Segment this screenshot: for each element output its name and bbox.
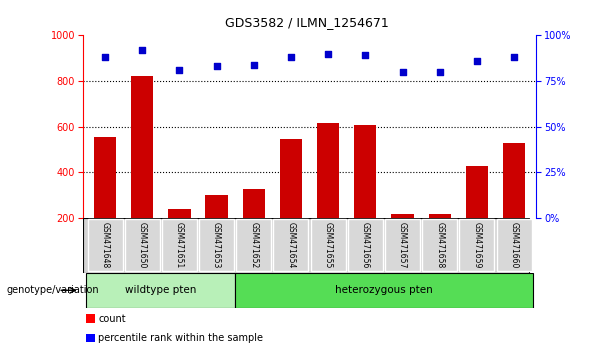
FancyBboxPatch shape [199,219,234,272]
Point [100,55,110,60]
FancyBboxPatch shape [88,219,123,272]
Text: count: count [98,314,126,324]
Bar [391,214,414,218]
Bar [169,209,191,218]
Bar [243,189,265,218]
Text: GSM471657: GSM471657 [398,222,407,268]
Bar [235,273,533,308]
Text: GSM471648: GSM471648 [101,222,110,268]
Bar [205,195,228,218]
Text: GSM471655: GSM471655 [324,222,333,268]
FancyBboxPatch shape [125,219,160,272]
FancyBboxPatch shape [162,219,197,272]
FancyBboxPatch shape [497,219,531,272]
Bar [503,143,525,218]
Point [509,55,519,60]
Bar [317,123,340,218]
Bar [94,137,116,218]
Text: GDS3582 / ILMN_1254671: GDS3582 / ILMN_1254671 [224,16,389,29]
Text: GSM471650: GSM471650 [138,222,147,268]
FancyBboxPatch shape [311,219,346,272]
Bar [86,334,95,342]
Text: GSM471653: GSM471653 [212,222,221,268]
Bar [428,214,451,218]
Point [286,55,296,60]
Point [435,69,444,75]
Bar [86,314,95,323]
Text: GSM471651: GSM471651 [175,222,184,268]
Point [249,62,259,67]
Text: heterozygous pten: heterozygous pten [335,285,433,295]
Point [137,47,147,53]
Point [360,53,370,58]
Text: percentile rank within the sample: percentile rank within the sample [98,333,263,343]
FancyBboxPatch shape [422,219,457,272]
FancyBboxPatch shape [237,219,272,272]
FancyBboxPatch shape [385,219,420,272]
Text: wildtype pten: wildtype pten [125,285,197,295]
Point [211,64,221,69]
Bar [131,76,153,218]
Bar [354,125,376,218]
FancyBboxPatch shape [459,219,494,272]
Text: GSM471652: GSM471652 [249,222,258,268]
Bar [280,139,302,218]
Text: GSM471656: GSM471656 [361,222,370,268]
Text: GSM471654: GSM471654 [286,222,295,268]
Text: GSM471660: GSM471660 [509,222,519,268]
FancyBboxPatch shape [273,219,308,272]
Point [175,67,185,73]
FancyBboxPatch shape [348,219,383,272]
Point [472,58,482,64]
Text: GSM471658: GSM471658 [435,222,444,268]
Point [323,51,333,56]
Bar [86,273,235,308]
Point [398,69,408,75]
Text: genotype/variation: genotype/variation [6,285,99,295]
Text: GSM471659: GSM471659 [473,222,481,268]
Bar [466,166,488,218]
